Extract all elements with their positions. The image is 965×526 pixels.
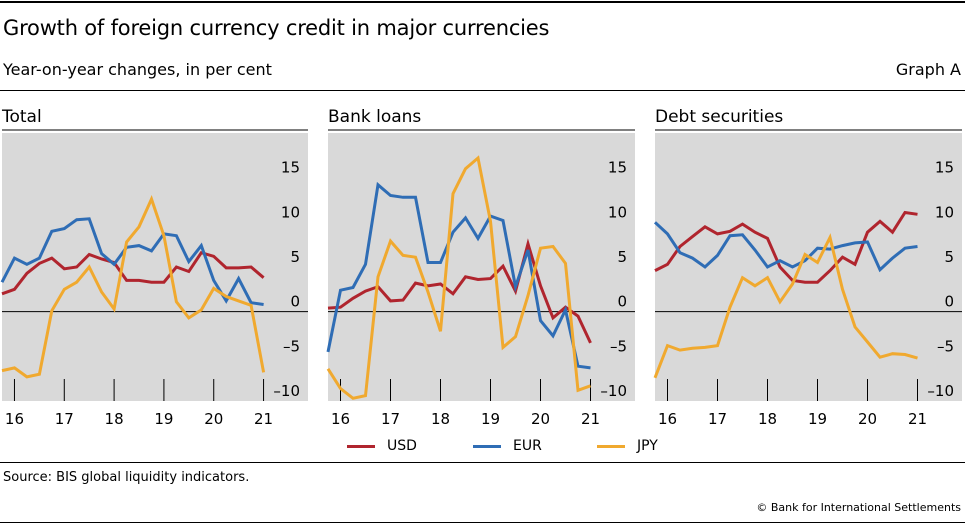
x-tick-label: 20 (531, 410, 550, 428)
legend-label: EUR (513, 438, 542, 454)
legend-label: USD (387, 438, 417, 454)
legend-swatch (597, 444, 625, 448)
x-tick-label: 21 (908, 410, 927, 428)
series-line-eur (653, 221, 918, 273)
y-tick-label: –10 (273, 382, 300, 400)
y-tick-label: 15 (608, 159, 627, 177)
series-line-usd (1, 250, 265, 296)
bottom-rule (0, 522, 965, 523)
x-tick-label: 18 (758, 410, 777, 428)
legend-swatch (347, 444, 375, 448)
x-tick-label: 21 (581, 410, 600, 428)
y-tick-label: –10 (927, 382, 954, 400)
figure-subtitle: Year-on-year changes, in per cent (3, 60, 272, 79)
plot-background (2, 133, 308, 401)
x-tick-label: 20 (204, 410, 223, 428)
legend-item-usd: USD (347, 436, 417, 456)
panel-title: Bank loans (328, 107, 421, 127)
series-line-eur (326, 181, 591, 370)
x-tick-label: 20 (858, 410, 877, 428)
x-tick-label: 17 (55, 410, 74, 428)
x-tick-label: 17 (708, 410, 727, 428)
y-tick-label: –5 (937, 337, 954, 355)
y-tick-label: 0 (617, 293, 627, 311)
series-line-usd (327, 238, 592, 344)
legend-item-eur: EUR (473, 436, 542, 456)
charts-area: Total 16 17 18 19 20 21 15 10 5 0 –5 –10 Bank loans 16… (0, 107, 962, 428)
x-tick-label: 17 (381, 410, 400, 428)
x-tick-label: 16 (331, 410, 350, 428)
graph-label: Graph A (895, 60, 961, 79)
y-tick-label: –5 (610, 337, 627, 355)
legend-label: JPY (637, 438, 658, 454)
y-tick-label: 5 (290, 248, 300, 266)
y-tick-label: 15 (935, 159, 954, 177)
chart-panel: Total 16 17 18 19 20 21 15 10 5 0 –5 –10 (0, 107, 308, 428)
source-note: Source: BIS global liquidity indicators. (3, 470, 250, 485)
x-tick-label: 21 (254, 410, 273, 428)
x-tick-label: 19 (154, 410, 173, 428)
y-tick-label: –10 (600, 382, 627, 400)
y-tick-label: 5 (617, 248, 627, 266)
x-tick-label: 16 (5, 410, 24, 428)
chart-panel: Debt securities 16 17 18 19 20 21 15 10 5 0 –5 –10 (653, 107, 962, 428)
header-rule (0, 90, 965, 91)
y-tick-label: –5 (283, 337, 300, 355)
x-tick-label: 19 (808, 410, 827, 428)
panel-title: Total (1, 107, 42, 127)
footer-rule (0, 462, 965, 463)
y-tick-label: 5 (944, 248, 954, 266)
chart-panel: Bank loans 16 17 18 19 20 21 15 10 5 0 –5 –10 (326, 107, 635, 428)
top-rule (0, 1, 965, 3)
y-tick-label: 10 (935, 203, 954, 221)
series-line-jpy (326, 155, 592, 400)
series-line-eur (0, 217, 264, 306)
plot-background (655, 133, 962, 401)
x-tick-label: 18 (105, 410, 124, 428)
x-tick-label: 19 (481, 410, 500, 428)
x-tick-label: 16 (658, 410, 677, 428)
series-line-usd (654, 210, 918, 284)
legend-item-jpy: JPY (597, 436, 658, 456)
y-tick-label: 15 (281, 159, 300, 177)
copyright-note: © Bank for International Settlements (756, 501, 961, 514)
y-tick-label: 0 (944, 293, 954, 311)
panel-title: Debt securities (655, 107, 783, 127)
y-tick-label: 0 (290, 293, 300, 311)
series-line-jpy (653, 233, 918, 379)
figure-title: Growth of foreign currency credit in maj… (3, 16, 550, 40)
series-line-jpy (1, 195, 266, 379)
legend-swatch (473, 444, 501, 448)
legend: USD EUR JPY (0, 436, 965, 456)
y-tick-label: 10 (281, 203, 300, 221)
y-tick-label: 10 (608, 203, 627, 221)
x-tick-label: 18 (431, 410, 450, 428)
